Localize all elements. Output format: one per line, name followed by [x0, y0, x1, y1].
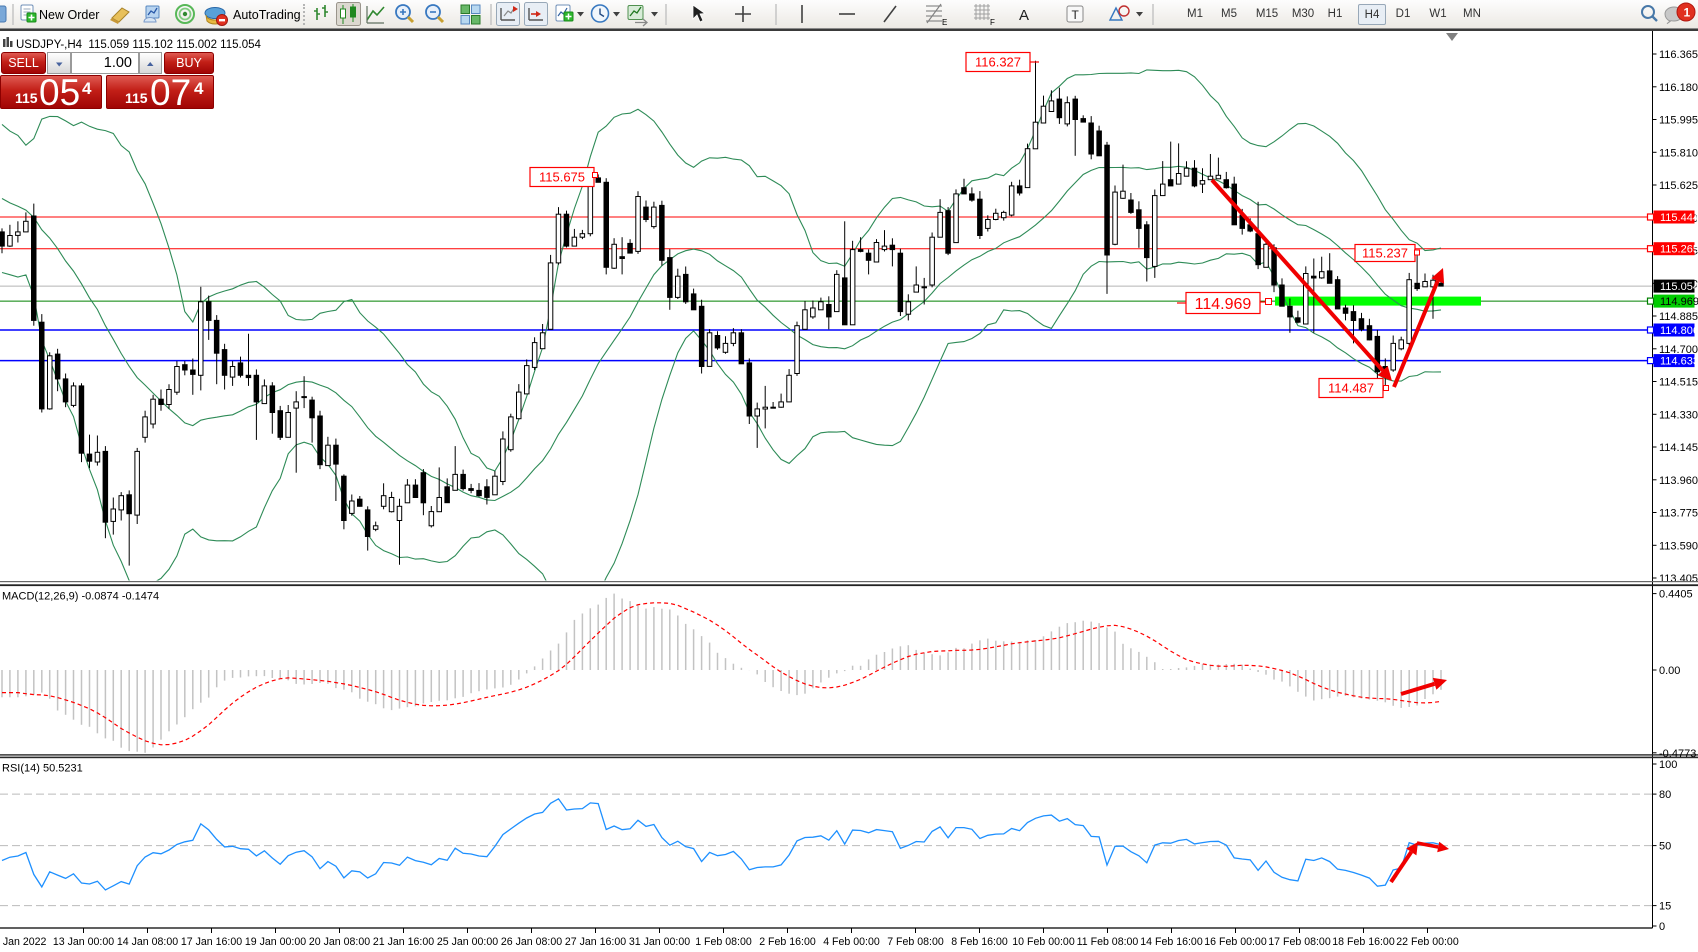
svg-text:50: 50	[1659, 841, 1671, 853]
svg-text:2 Jan 2022: 2 Jan 2022	[0, 936, 47, 948]
svg-text:114.700: 114.700	[1659, 344, 1698, 356]
svg-text:115.054: 115.054	[1660, 281, 1698, 293]
svg-text:RSI(14) 50.5231: RSI(14) 50.5231	[2, 763, 83, 775]
svg-text:19 Jan 00:00: 19 Jan 00:00	[245, 936, 306, 948]
svg-text:14 Jan 08:00: 14 Jan 08:00	[117, 936, 178, 948]
svg-text:113.590: 113.590	[1659, 540, 1698, 552]
svg-text:116.180: 116.180	[1659, 82, 1698, 94]
svg-text:16 Feb 00:00: 16 Feb 00:00	[1204, 936, 1267, 948]
svg-text:20 Jan 08:00: 20 Jan 08:00	[309, 936, 370, 948]
svg-text:115.810: 115.810	[1659, 147, 1698, 159]
svg-text:USDJPY-,H4 115.059 115.102 11: USDJPY-,H4 115.059 115.102 115.002 115.0…	[16, 39, 261, 51]
svg-text:-0.4773: -0.4773	[1659, 748, 1696, 760]
svg-text:114.145: 114.145	[1659, 442, 1698, 454]
svg-text:15: 15	[1659, 901, 1671, 913]
svg-text:MACD(12,26,9) -0.0874 -0.1474: MACD(12,26,9) -0.0874 -0.1474	[2, 591, 159, 603]
svg-text:0.00: 0.00	[1659, 665, 1680, 677]
svg-text:114.515: 114.515	[1659, 377, 1698, 389]
svg-text:7 Feb 08:00: 7 Feb 08:00	[887, 936, 944, 948]
svg-text:115.675: 115.675	[539, 170, 585, 185]
svg-text:14 Feb 16:00: 14 Feb 16:00	[1140, 936, 1203, 948]
svg-text:100: 100	[1659, 759, 1677, 771]
svg-text:115.237: 115.237	[1362, 246, 1408, 261]
svg-text:114.969: 114.969	[1195, 296, 1252, 313]
svg-text:80: 80	[1659, 789, 1671, 801]
svg-text:8 Feb 16:00: 8 Feb 16:00	[951, 936, 1008, 948]
svg-text:114.969: 114.969	[1660, 296, 1698, 308]
svg-text:115.265: 115.265	[1660, 244, 1698, 256]
svg-text:F: F	[990, 18, 995, 27]
svg-text:114.487: 114.487	[1328, 381, 1374, 396]
svg-text:25 Jan 00:00: 25 Jan 00:00	[437, 936, 498, 948]
svg-text:26 Jan 08:00: 26 Jan 08:00	[501, 936, 562, 948]
svg-text:4 Feb 00:00: 4 Feb 00:00	[823, 936, 880, 948]
svg-text:22 Feb 00:00: 22 Feb 00:00	[1396, 936, 1459, 948]
svg-text:17 Jan 16:00: 17 Jan 16:00	[181, 936, 242, 948]
svg-text:17 Feb 08:00: 17 Feb 08:00	[1268, 936, 1331, 948]
svg-text:10 Feb 00:00: 10 Feb 00:00	[1012, 936, 1075, 948]
svg-text:27 Jan 16:00: 27 Jan 16:00	[565, 936, 626, 948]
svg-text:114.330: 114.330	[1659, 409, 1698, 421]
svg-text:113.405: 113.405	[1659, 573, 1698, 585]
svg-text:113.960: 113.960	[1659, 475, 1698, 487]
svg-text:18 Feb 16:00: 18 Feb 16:00	[1332, 936, 1395, 948]
svg-text:1: 1	[1684, 6, 1691, 20]
svg-text:116.365: 116.365	[1659, 49, 1698, 61]
svg-text:E: E	[942, 18, 947, 27]
svg-text:116.327: 116.327	[975, 55, 1021, 70]
svg-text:1 Feb 08:00: 1 Feb 08:00	[695, 936, 752, 948]
svg-text:A: A	[1019, 7, 1029, 24]
svg-text:T: T	[1072, 8, 1080, 22]
svg-text:13 Jan 00:00: 13 Jan 00:00	[53, 936, 114, 948]
svg-text:2 Feb 16:00: 2 Feb 16:00	[759, 936, 816, 948]
svg-text:114.806: 114.806	[1660, 325, 1698, 337]
svg-text:113.775: 113.775	[1659, 508, 1698, 520]
svg-text:114.633: 114.633	[1660, 356, 1698, 368]
svg-text:0: 0	[1659, 921, 1665, 933]
svg-text:115.625: 115.625	[1659, 180, 1698, 192]
svg-text:115.995: 115.995	[1659, 115, 1698, 127]
svg-text:21 Jan 16:00: 21 Jan 16:00	[373, 936, 434, 948]
svg-text:0.4405: 0.4405	[1659, 589, 1693, 601]
svg-text:114.885: 114.885	[1659, 311, 1698, 323]
svg-text:115.444: 115.444	[1660, 212, 1698, 224]
svg-text:11 Feb 08:00: 11 Feb 08:00	[1077, 936, 1139, 948]
svg-text:31 Jan 00:00: 31 Jan 00:00	[629, 936, 690, 948]
